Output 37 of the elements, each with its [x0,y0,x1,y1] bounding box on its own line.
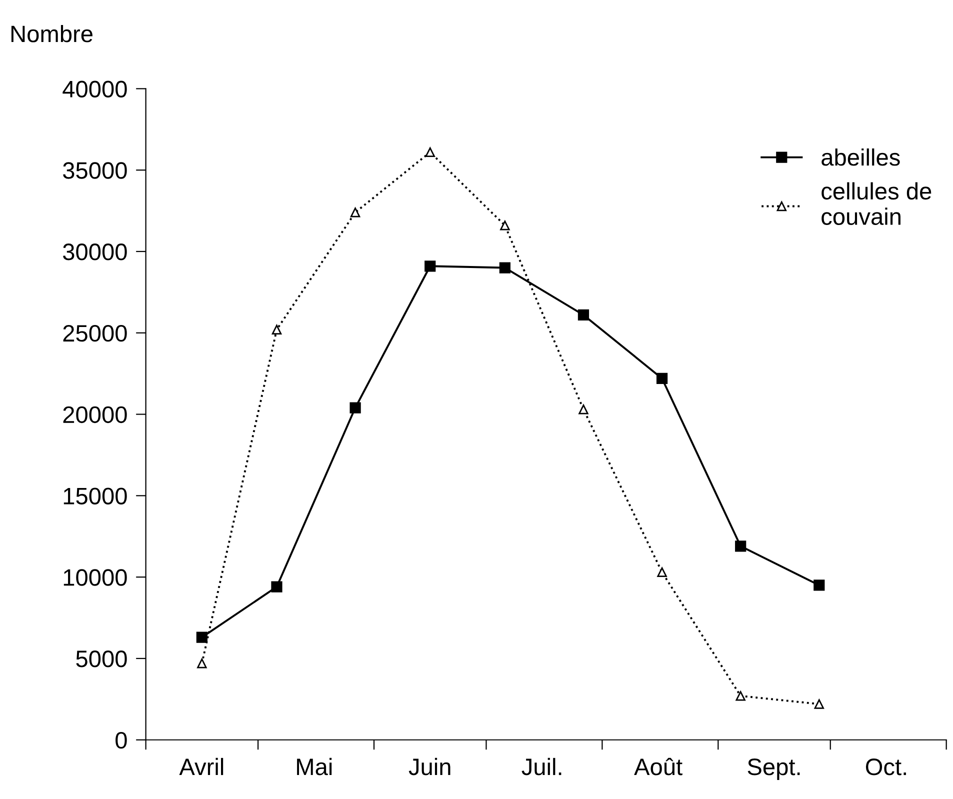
point [196,632,208,643]
y-tick-label: 25000 [63,324,127,342]
point [499,262,510,274]
x-tick-label: Sept. [748,758,800,780]
point [736,691,746,701]
point [350,402,361,414]
point [271,581,282,592]
point [500,220,510,230]
y-tick-label: 30000 [63,244,127,260]
y-tick-label: 40000 [62,80,127,98]
point [578,309,590,321]
point [735,540,746,552]
y-tick-label: 15000 [64,488,127,504]
x-tick-label: Avril [179,758,224,776]
point [350,208,360,218]
point [425,147,435,158]
legend-label: abeilles [822,148,900,166]
point [814,580,825,591]
y-tick-label: 0 [116,732,127,749]
x-tick-label: Oct. [866,758,906,776]
point [656,372,668,384]
point [578,404,588,414]
point [197,658,207,668]
x-tick-label: Juil. [522,758,562,776]
x-tick-label: Juin [408,758,450,776]
point [657,567,667,578]
point [424,260,436,272]
y-tick-label: 20000 [63,406,127,424]
y-tick-label: 35000 [63,162,127,179]
point [272,324,282,334]
y-tick-label: 10000 [64,569,127,586]
y-tick-label: 5000 [76,650,127,668]
x-tick-label: Août [634,758,682,776]
legend-label: cellules de couvain [822,182,932,226]
point [814,699,824,709]
x-tick-label: Mai [297,758,332,776]
y-axis-title: Nombre [11,24,92,42]
